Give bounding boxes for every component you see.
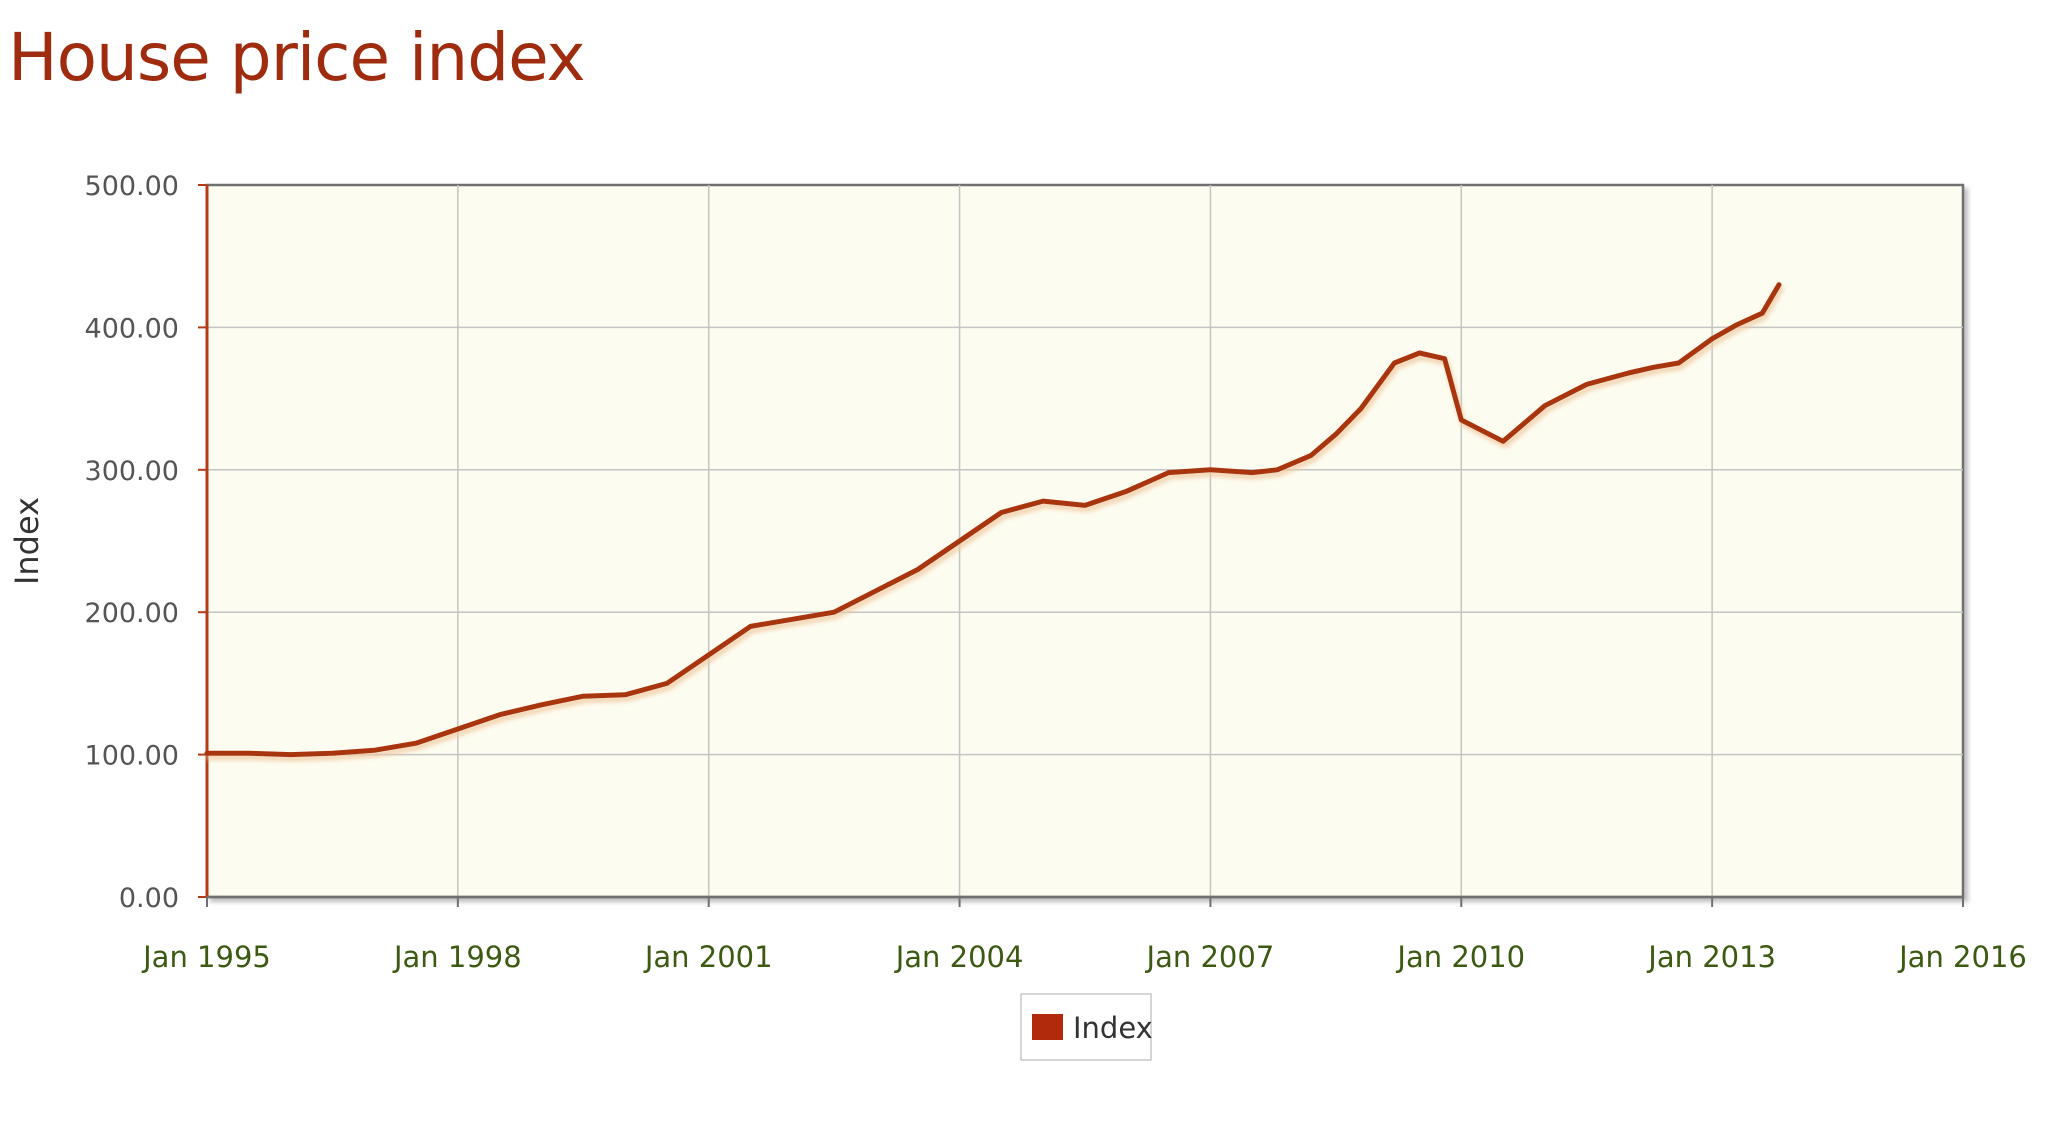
series-layer	[204, 282, 1782, 758]
plot-area-background	[205, 183, 1965, 899]
grid-lines	[207, 185, 1963, 897]
x-tick-label: Jan 1995	[141, 940, 271, 974]
x-tick-label: Jan 2007	[1145, 940, 1275, 974]
x-tick-label: Jan 2001	[643, 940, 773, 974]
legend-swatch-index	[1032, 1014, 1063, 1040]
y-tick-label: 500.00	[85, 171, 179, 202]
x-tick-label: Jan 2004	[894, 940, 1024, 974]
y-tick-label: 200.00	[85, 598, 179, 629]
x-tick-label: Jan 1998	[392, 940, 522, 974]
legend-label-index: Index	[1073, 1011, 1153, 1045]
y-tick-label: 300.00	[85, 456, 179, 487]
legend: Index	[1020, 993, 1153, 1061]
x-tick-labels: Jan 1995 Jan 1998 Jan 2001 Jan 2004 Jan 2007…	[141, 940, 2027, 974]
y-tick-labels: 0.00 100.00 200.00 300.00 400.00 500.00	[85, 171, 179, 914]
x-tick-label: Jan 2010	[1395, 940, 1525, 974]
y-tick-label: 0.00	[119, 883, 179, 914]
x-tick-label: Jan 2016	[1897, 940, 2027, 974]
y-tick-label: 100.00	[85, 741, 179, 772]
y-axis-title: Index	[8, 497, 46, 585]
chart-title: House price index	[8, 19, 586, 96]
axes	[198, 184, 1964, 907]
y-tick-label: 400.00	[85, 313, 179, 344]
series-line-index	[204, 282, 1782, 758]
x-tick-label: Jan 2013	[1646, 940, 1776, 974]
